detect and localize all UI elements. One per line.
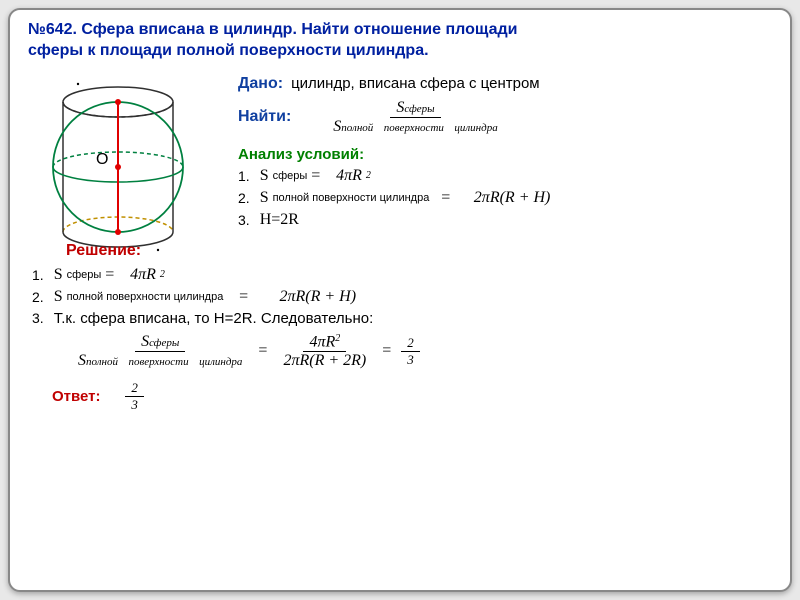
fmid-n-sup: 2 bbox=[335, 333, 340, 344]
find-label: Найти: bbox=[238, 108, 291, 126]
fmid-d: 2πR(R + 2R) bbox=[283, 352, 366, 369]
a1-sup: 2 bbox=[366, 170, 371, 181]
lower-section: 1. Sсферы = 4πR2 2. Sполной поверхности … bbox=[28, 266, 772, 414]
flhs-d-sub3: цилиндра bbox=[199, 356, 242, 368]
a2-sub: полной поверхности цилиндра bbox=[273, 192, 430, 204]
flhs-n-S: S bbox=[141, 333, 149, 350]
given-text: цилиндр, вписана сфера с центром bbox=[291, 75, 540, 92]
flhs-d-sub1: полной bbox=[86, 356, 118, 368]
final-lhs-fraction: Sсферы Sполной поверхности цилиндра bbox=[72, 333, 248, 370]
s1-prefix: 1. bbox=[32, 267, 44, 283]
solution-item-1: 1. Sсферы = 4πR 2 bbox=[32, 266, 772, 284]
ratio-numer-sub: сферы bbox=[404, 103, 434, 115]
a2-S: S bbox=[260, 189, 269, 207]
s3-prefix: 3. bbox=[32, 310, 44, 326]
analysis-item-1: 1. Sсферы = 4πR 2 bbox=[238, 167, 772, 185]
s1-formula: 4πR bbox=[130, 266, 156, 284]
s2-prefix: 2. bbox=[32, 289, 44, 305]
solution-item-3: 3. Т.к. сфера вписана, то H=2R. Следоват… bbox=[32, 310, 772, 327]
ans-n: 2 bbox=[125, 380, 144, 397]
s2-formula: 2πR(R + H) bbox=[279, 288, 356, 306]
final-eq1: = bbox=[258, 342, 267, 360]
problem-title: №642. Сфера вписана в цилиндр. Найти отн… bbox=[28, 20, 772, 62]
point-O-label: О bbox=[96, 151, 108, 168]
final-result-fraction: 2 3 bbox=[401, 335, 420, 368]
title-line1: №642. Сфера вписана в цилиндр. Найти отн… bbox=[28, 21, 517, 38]
final-eq2: = bbox=[382, 342, 391, 360]
s1-sup: 2 bbox=[160, 269, 165, 280]
ratio-denom-sub3: цилиндра bbox=[454, 122, 497, 134]
given-label: Дано: bbox=[238, 75, 283, 93]
a2-prefix: 2. bbox=[238, 190, 250, 206]
fres-n: 2 bbox=[401, 335, 420, 352]
analysis-item-2: 2. Sполной поверхности цилиндра = 2πR(R … bbox=[238, 189, 772, 207]
flhs-d-S: S bbox=[78, 352, 86, 369]
s2-eq: = bbox=[239, 288, 248, 306]
cylinder-sphere-diagram: О bbox=[28, 72, 208, 262]
answer-label: Ответ: bbox=[52, 388, 101, 405]
fres-d: 3 bbox=[401, 352, 420, 368]
s2-S: S bbox=[54, 288, 63, 306]
find-row: Найти: Sсферы Sполной поверхности цилинд… bbox=[238, 99, 772, 136]
analysis-item-3: 3. H=2R bbox=[238, 211, 772, 229]
ratio-denom-sub2: поверхности bbox=[384, 122, 444, 134]
a3-prefix: 3. bbox=[238, 212, 250, 228]
s1-sub: сферы bbox=[67, 269, 102, 281]
given-row: Дано: цилиндр, вписана сфера с центром bbox=[238, 75, 772, 93]
a1-S: S bbox=[260, 167, 269, 185]
answer-row: Ответ: 2 3 bbox=[52, 380, 772, 413]
s3-text: Т.к. сфера вписана, то H=2R. Следователь… bbox=[54, 310, 374, 327]
a1-prefix: 1. bbox=[238, 168, 250, 184]
a2-eq: = bbox=[441, 189, 450, 207]
ratio-denom-sub1: полной bbox=[341, 122, 373, 134]
solution-item-2: 2. Sполной поверхности цилиндра = 2πR(R … bbox=[32, 288, 772, 306]
text-column: Дано: цилиндр, вписана сфера с центром Н… bbox=[238, 72, 772, 262]
ans-d: 3 bbox=[125, 397, 144, 413]
final-mid-fraction: 4πR2 2πR(R + 2R) bbox=[277, 333, 372, 371]
a1-formula: 4πR bbox=[336, 167, 362, 185]
final-equation: Sсферы Sполной поверхности цилиндра = 4π… bbox=[72, 333, 772, 371]
answer-fraction: 2 3 bbox=[125, 380, 144, 413]
figure-column: О bbox=[28, 72, 218, 262]
s2-sub: полной поверхности цилиндра bbox=[67, 291, 224, 303]
problem-panel: №642. Сфера вписана в цилиндр. Найти отн… bbox=[8, 8, 792, 592]
s1-eq: = bbox=[105, 266, 114, 284]
a1-eq: = bbox=[311, 167, 320, 185]
a2-formula: 2πR(R + H) bbox=[474, 189, 551, 207]
flhs-n-sub: сферы bbox=[149, 337, 179, 349]
analysis-label: Анализ условий: bbox=[238, 146, 772, 163]
fmid-n: 4πR bbox=[309, 333, 335, 350]
a3-text: H=2R bbox=[260, 211, 299, 229]
flhs-d-sub2: поверхности bbox=[128, 356, 188, 368]
s1-S: S bbox=[54, 266, 63, 284]
upper-section: О Дано: цилиндр, вписана сфера с центром… bbox=[28, 72, 772, 262]
a1-sub: сферы bbox=[273, 170, 308, 182]
ratio-fraction: Sсферы Sполной поверхности цилиндра bbox=[327, 99, 503, 136]
title-line2: сферы к площади полной поверхности цилин… bbox=[28, 42, 429, 59]
